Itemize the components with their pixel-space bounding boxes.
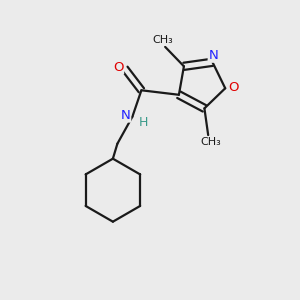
Text: N: N [121, 109, 131, 122]
Text: O: O [228, 81, 239, 94]
Text: O: O [113, 61, 124, 74]
Text: CH₃: CH₃ [200, 137, 221, 147]
Text: N: N [208, 49, 218, 62]
Text: CH₃: CH₃ [152, 35, 173, 45]
Text: H: H [139, 116, 148, 129]
